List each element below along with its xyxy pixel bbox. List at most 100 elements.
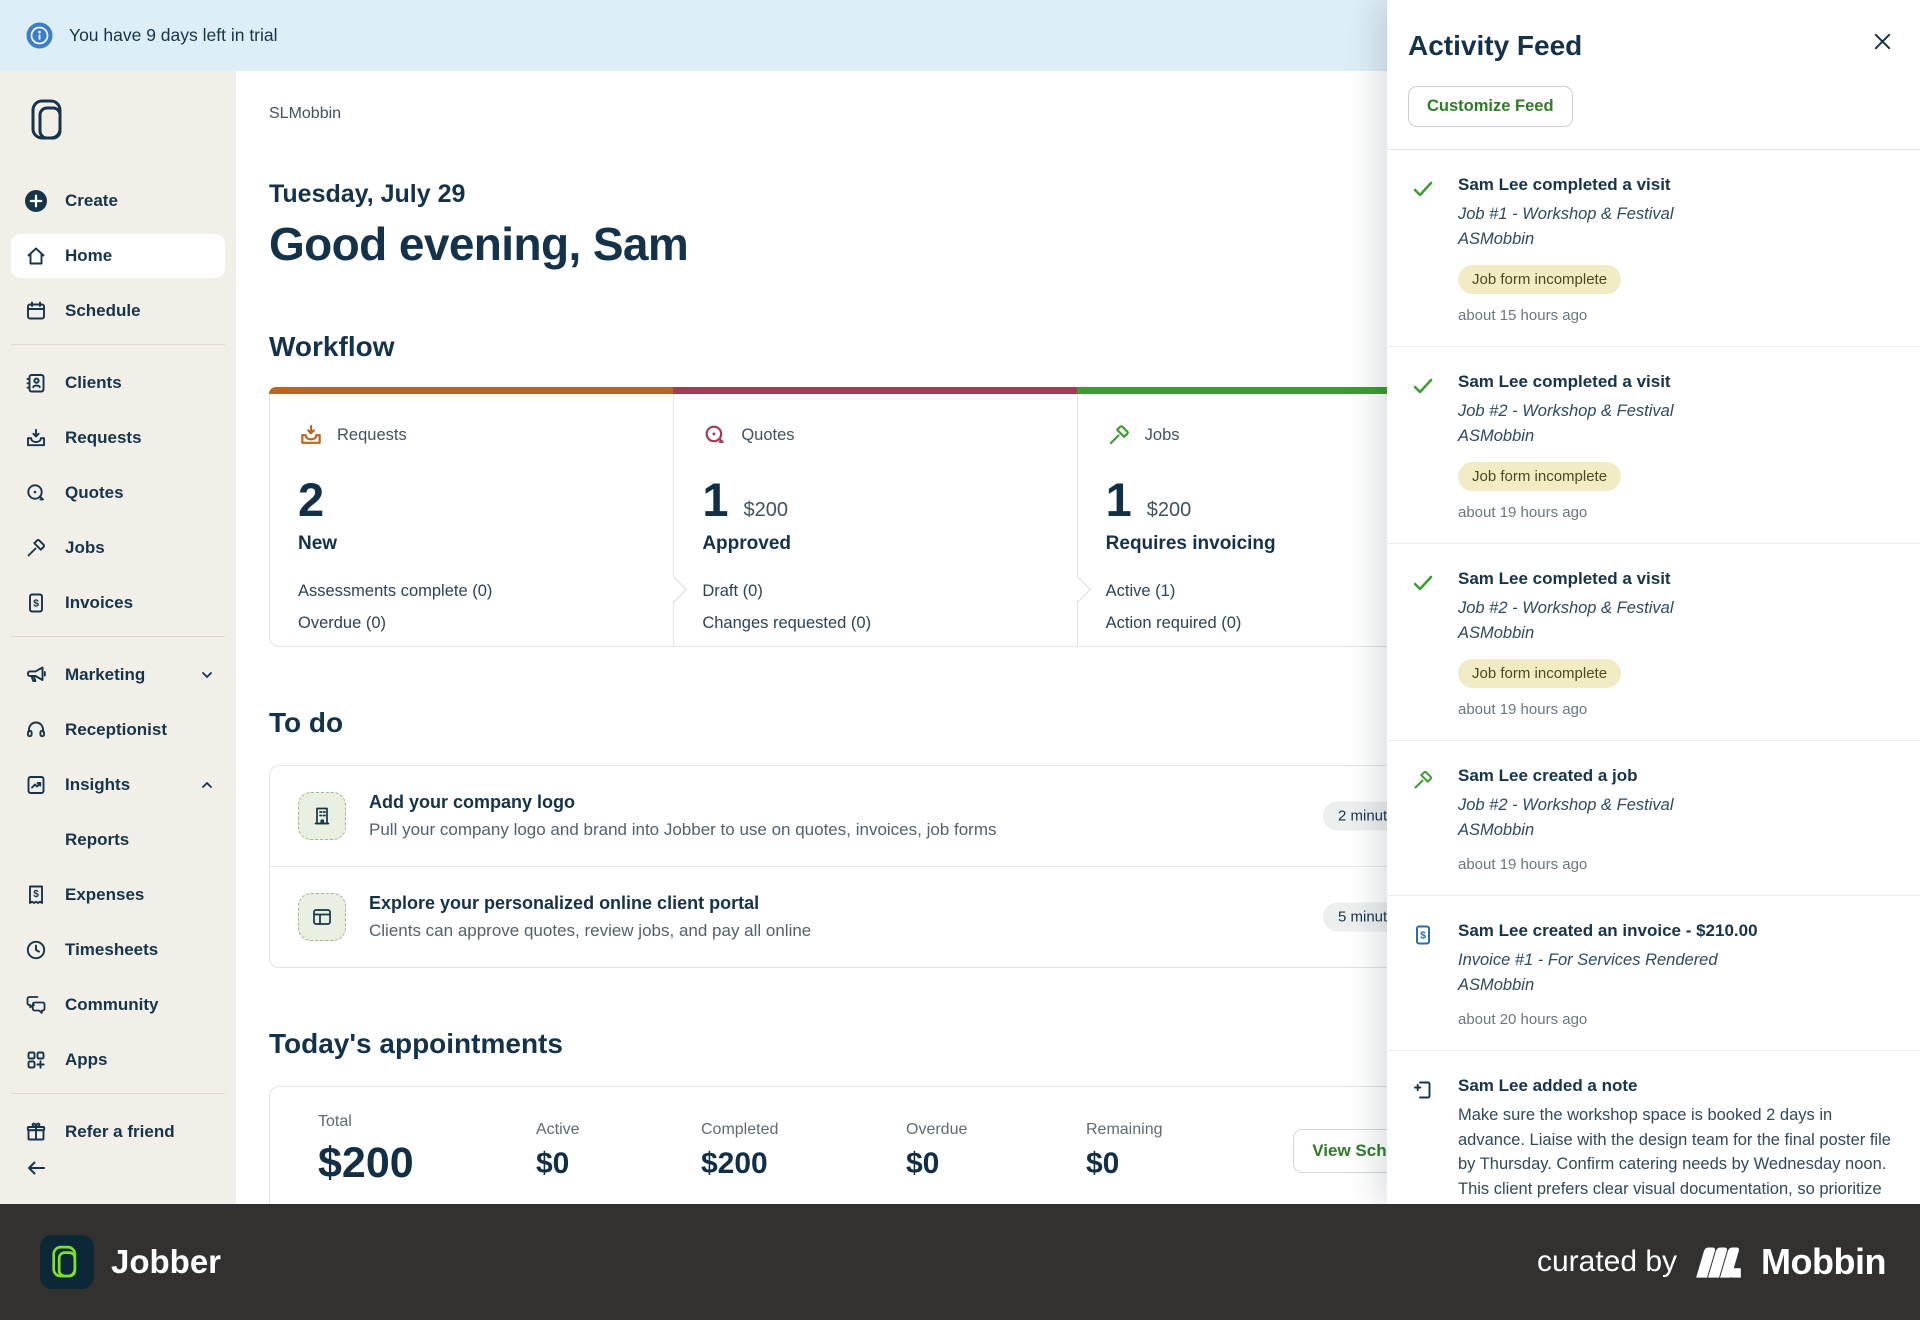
browser-window-icon bbox=[298, 893, 346, 941]
workflow-card-requests[interactable]: Requests 2 New Assessments complete (0) … bbox=[268, 387, 675, 646]
feed-item[interactable]: Sam Lee added a note Make sure the works… bbox=[1387, 1051, 1920, 1204]
card-status: New bbox=[298, 533, 338, 554]
sidebar: Create Home Schedule Clients Requests bbox=[0, 71, 236, 1204]
sidebar-item-label: Expenses bbox=[65, 885, 145, 904]
sidebar-item-label: Refer a friend bbox=[65, 1122, 175, 1141]
tape-measure-icon bbox=[24, 481, 48, 505]
sidebar-item-apps[interactable]: Apps bbox=[11, 1038, 225, 1082]
sidebar-item-receptionist[interactable]: Receptionist bbox=[11, 708, 225, 752]
card-line[interactable]: Draft (0) bbox=[702, 582, 763, 600]
check-icon bbox=[1411, 571, 1435, 595]
sidebar-item-label: Invoices bbox=[65, 593, 134, 612]
chat-bubbles-icon bbox=[24, 993, 48, 1017]
sidebar-item-label: Receptionist bbox=[65, 720, 168, 739]
sidebar-item-community[interactable]: Community bbox=[11, 983, 225, 1027]
main-content: SLMobbin Tuesday, July 29 Good evening, … bbox=[236, 71, 1387, 1204]
todo-item-company-logo[interactable]: Add your company logo Pull your company … bbox=[270, 766, 1387, 866]
workflow-card-jobs[interactable]: Jobs 1 $200 Requires invoicing Active (1… bbox=[1063, 387, 1387, 646]
receipt-icon: $ bbox=[24, 883, 48, 907]
breadcrumb[interactable]: SLMobbin bbox=[269, 105, 342, 122]
appointments-title: Today's appointments bbox=[269, 1028, 563, 1059]
todo-title: To do bbox=[269, 707, 344, 738]
insights-icon bbox=[24, 773, 48, 797]
sidebar-item-create[interactable]: Create bbox=[11, 179, 225, 223]
card-count: 2 bbox=[298, 473, 325, 526]
clock-icon bbox=[24, 938, 48, 962]
greeting-heading: Good evening, Sam bbox=[269, 218, 689, 270]
sidebar-item-refer-a-friend[interactable]: Refer a friend bbox=[11, 1110, 225, 1144]
card-amount: $200 bbox=[743, 499, 788, 521]
feed-timestamp: about 15 hours ago bbox=[1458, 307, 1588, 324]
card-line[interactable]: Assessments complete (0) bbox=[298, 582, 493, 600]
card-status: Approved bbox=[702, 533, 792, 554]
card-line[interactable]: Active (1) bbox=[1105, 582, 1176, 600]
customize-feed-button[interactable]: Customize Feed bbox=[1408, 86, 1573, 127]
feed-item[interactable]: $ Sam Lee created an invoice - $210.00 I… bbox=[1387, 896, 1920, 1051]
invoice-icon: $ bbox=[1411, 923, 1435, 947]
trial-banner-text: You have 9 days left in trial bbox=[69, 25, 278, 45]
stat-active: Active $0 bbox=[536, 1120, 580, 1180]
stat-remaining: Remaining $0 bbox=[1086, 1120, 1163, 1180]
todo-item-title: Add your company logo bbox=[369, 792, 576, 812]
todo-item-description: Pull your company logo and brand into Jo… bbox=[369, 820, 997, 839]
todo-card: Add your company logo Pull your company … bbox=[269, 765, 1387, 968]
card-status: Requires invoicing bbox=[1105, 533, 1276, 554]
sidebar-item-requests[interactable]: Requests bbox=[11, 416, 225, 460]
card-line[interactable]: Changes requested (0) bbox=[702, 614, 872, 632]
card-line[interactable]: Overdue (0) bbox=[298, 614, 387, 632]
jobber-logo-icon bbox=[40, 1235, 94, 1289]
activity-feed-title: Activity Feed bbox=[1408, 30, 1583, 61]
sidebar-item-jobs[interactable]: Jobs bbox=[11, 526, 225, 570]
check-icon bbox=[1411, 374, 1435, 398]
feed-item[interactable]: Sam Lee completed a visit Job #1 - Works… bbox=[1387, 150, 1920, 347]
panel-divider bbox=[1387, 149, 1920, 150]
note-text: Make sure the workshop space is booked 2… bbox=[1458, 1106, 1891, 1198]
job-form-incomplete-badge: Job form incomplete bbox=[1458, 659, 1622, 688]
sidebar-item-insights[interactable]: Insights bbox=[11, 763, 225, 807]
sidebar-item-quotes[interactable]: Quotes bbox=[11, 471, 225, 515]
stat-completed: Completed $200 bbox=[701, 1120, 779, 1180]
feed-item[interactable]: Sam Lee created a job Job #2 - Workshop … bbox=[1387, 741, 1920, 896]
sidebar-item-schedule[interactable]: Schedule bbox=[11, 289, 225, 333]
collapse-sidebar-button[interactable] bbox=[11, 1148, 225, 1188]
sidebar-divider bbox=[11, 636, 225, 637]
headset-icon bbox=[24, 718, 48, 742]
card-line[interactable]: Action required (0) bbox=[1105, 614, 1242, 632]
invoice-icon: $ bbox=[24, 591, 48, 615]
view-schedule-button[interactable]: View Schedule bbox=[1293, 1128, 1387, 1173]
date-heading: Tuesday, July 29 bbox=[269, 180, 466, 208]
sidebar-item-invoices[interactable]: $ Invoices bbox=[11, 581, 225, 625]
card-label: Jobs bbox=[1144, 425, 1180, 444]
close-icon[interactable] bbox=[1871, 30, 1894, 53]
job-form-incomplete-badge: Job form incomplete bbox=[1458, 265, 1622, 294]
sidebar-item-label: Quotes bbox=[65, 483, 124, 502]
hammer-icon bbox=[1411, 768, 1435, 792]
mobbin-logo-icon bbox=[1693, 1242, 1745, 1282]
apps-grid-icon bbox=[24, 1048, 48, 1072]
jobber-logo-icon[interactable] bbox=[27, 97, 236, 143]
sidebar-divider bbox=[11, 344, 225, 345]
arrow-left-icon bbox=[24, 1156, 48, 1180]
inbox-icon bbox=[24, 426, 48, 450]
todo-item-client-portal[interactable]: Explore your personalized online client … bbox=[270, 866, 1387, 967]
sidebar-item-label: Requests bbox=[65, 428, 142, 447]
sidebar-item-label: Marketing bbox=[65, 665, 146, 684]
sidebar-divider bbox=[11, 1093, 225, 1094]
sidebar-item-clients[interactable]: Clients bbox=[11, 361, 225, 405]
card-count: 1 bbox=[1105, 473, 1132, 526]
sidebar-item-expenses[interactable]: $ Expenses bbox=[11, 873, 225, 917]
workflow-card-quotes[interactable]: Quotes 1 $200 Approved Draft (0) Changes… bbox=[660, 387, 1078, 646]
footer-brand-name: Jobber bbox=[111, 1243, 222, 1280]
sidebar-item-reports[interactable]: Reports bbox=[11, 818, 225, 862]
calendar-icon bbox=[24, 299, 48, 323]
workflow-title: Workflow bbox=[269, 331, 395, 362]
sidebar-item-home[interactable]: Home bbox=[11, 234, 225, 278]
sidebar-item-timesheets[interactable]: Timesheets bbox=[11, 928, 225, 972]
tape-measure-icon bbox=[702, 422, 728, 448]
sidebar-item-label: Create bbox=[65, 191, 118, 210]
feed-item[interactable]: Sam Lee completed a visit Job #2 - Works… bbox=[1387, 544, 1920, 741]
feed-item[interactable]: Sam Lee completed a visit Job #2 - Works… bbox=[1387, 347, 1920, 544]
sidebar-item-marketing[interactable]: Marketing bbox=[11, 653, 225, 697]
stat-total: Total $200 bbox=[318, 1113, 414, 1187]
sidebar-item-label: Apps bbox=[65, 1050, 108, 1069]
